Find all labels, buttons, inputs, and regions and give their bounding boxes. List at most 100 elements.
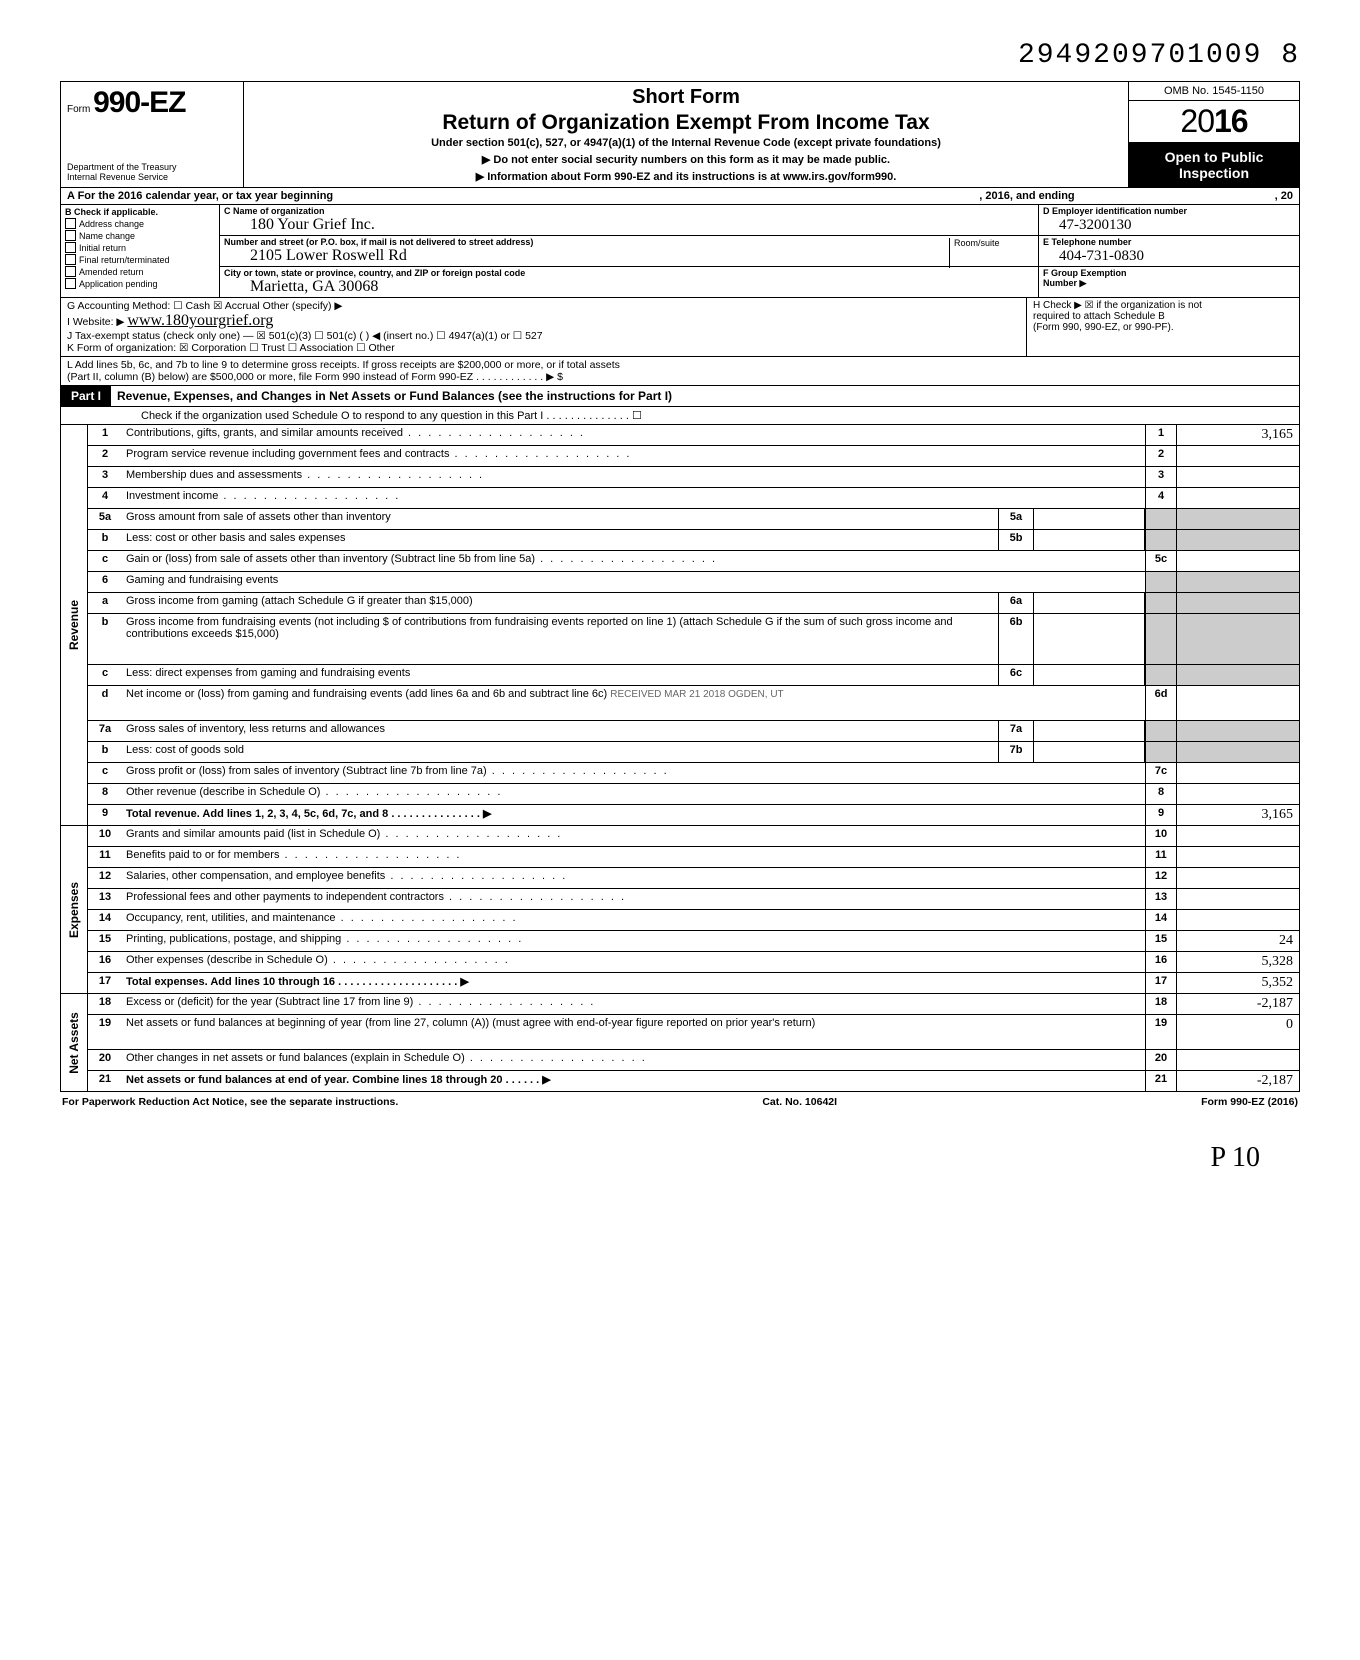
line-7b: bLess: cost of goods sold7b [88, 742, 1299, 763]
ln14-num: 14 [88, 910, 122, 930]
phone-value: 404-731-0830 [1059, 248, 1144, 265]
cb-amended[interactable]: Amended return [65, 266, 215, 277]
row-l-2: (Part II, column (B) below) are $500,000… [67, 371, 1293, 383]
form-prefix: Form [67, 104, 90, 115]
ein-value: 47-3200130 [1059, 217, 1132, 234]
website-value: www.180yourgrief.org [127, 312, 273, 329]
group-exemption-row: F Group Exemption Number ▶ [1039, 267, 1299, 297]
ln5b-desc: Less: cost or other basis and sales expe… [122, 530, 998, 550]
col-def: D Employer identification number 47-3200… [1038, 205, 1299, 297]
ln5a-sb: 5a [998, 509, 1034, 529]
ln8-val [1176, 784, 1299, 804]
return-title: Return of Organization Exempt From Incom… [250, 111, 1122, 135]
under-section: Under section 501(c), 527, or 4947(a)(1)… [250, 137, 1122, 149]
ln18-box: 18 [1145, 994, 1176, 1014]
ln6b-val [1176, 614, 1299, 664]
line-6a: aGross income from gaming (attach Schedu… [88, 593, 1299, 614]
ln3-desc: Membership dues and assessments [122, 467, 1145, 487]
ln6d-num: d [88, 686, 122, 720]
cb-address-label: Address change [79, 219, 144, 229]
org-city-row: City or town, state or province, country… [220, 267, 1038, 297]
ln7c-val [1176, 763, 1299, 783]
ln7a-sv [1034, 721, 1145, 741]
ln19-val: 0 [1176, 1015, 1299, 1049]
ln20-desc: Other changes in net assets or fund bala… [122, 1050, 1145, 1070]
org-addr-value: 2105 Lower Roswell Rd [250, 247, 407, 265]
cb-address[interactable]: Address change [65, 218, 215, 229]
form-number: 990-EZ [93, 86, 185, 119]
line-11: 11Benefits paid to or for members11 [88, 847, 1299, 868]
ln11-num: 11 [88, 847, 122, 867]
line-6d: dNet income or (loss) from gaming and fu… [88, 686, 1299, 721]
cb-initial[interactable]: Initial return [65, 242, 215, 253]
org-city-value: Marietta, GA 30068 [250, 278, 378, 296]
row-a-left: A For the 2016 calendar year, or tax yea… [67, 190, 333, 202]
ln5b-sb: 5b [998, 530, 1034, 550]
org-name-row: C Name of organization 180 Your Grief In… [220, 205, 1038, 236]
ln1-box: 1 [1145, 425, 1176, 445]
row-a: A For the 2016 calendar year, or tax yea… [60, 188, 1300, 205]
line-2: 2Program service revenue including gover… [88, 446, 1299, 467]
phone-row: E Telephone number 404-731-0830 [1039, 236, 1299, 267]
year-bold: 16 [1214, 103, 1248, 139]
row-l: L Add lines 5b, 6c, and 7b to line 9 to … [60, 357, 1300, 386]
part1-header: Part I Revenue, Expenses, and Changes in… [60, 386, 1300, 407]
ln6a-sb: 6a [998, 593, 1034, 613]
ln14-val [1176, 910, 1299, 930]
ln19-box: 19 [1145, 1015, 1176, 1049]
ln7a-num: 7a [88, 721, 122, 741]
header-left: Form 990-EZ Department of the Treasury I… [61, 82, 244, 187]
ln6c-sb: 6c [998, 665, 1034, 685]
expenses-label-text: Expenses [67, 881, 81, 937]
line-1: 1Contributions, gifts, grants, and simil… [88, 425, 1299, 446]
cb-final[interactable]: Final return/terminated [65, 254, 215, 265]
line-19: 19Net assets or fund balances at beginni… [88, 1015, 1299, 1050]
netassets-side-label: Net Assets [61, 994, 88, 1091]
ln1-num: 1 [88, 425, 122, 445]
ln10-box: 10 [1145, 826, 1176, 846]
ln20-box: 20 [1145, 1050, 1176, 1070]
cb-name[interactable]: Name change [65, 230, 215, 241]
footer-right: Form 990-EZ (2016) [1201, 1096, 1298, 1108]
line-18: 18Excess or (deficit) for the year (Subt… [88, 994, 1299, 1015]
dept-line2: Internal Revenue Service [67, 173, 237, 183]
ln6c-val [1176, 665, 1299, 685]
ln7a-sb: 7a [998, 721, 1034, 741]
ln2-val [1176, 446, 1299, 466]
ln4-box: 4 [1145, 488, 1176, 508]
received-stamp: RECEIVED MAR 21 2018 OGDEN, UT [610, 689, 783, 700]
row-h-3: (Form 990, 990-EZ, or 990-PF). [1033, 322, 1293, 333]
ln3-box: 3 [1145, 467, 1176, 487]
ln15-num: 15 [88, 931, 122, 951]
ln6a-sv [1034, 593, 1145, 613]
row-g-i: G Accounting Method: ☐ Cash ☒ Accrual Ot… [60, 298, 1300, 357]
ln7a-desc: Gross sales of inventory, less returns a… [122, 721, 998, 741]
revenue-section: Revenue 1Contributions, gifts, grants, a… [60, 425, 1300, 826]
line-7c: cGross profit or (loss) from sales of in… [88, 763, 1299, 784]
ln6-val [1176, 572, 1299, 592]
org-name-label: C Name of organization [224, 206, 1034, 216]
ln10-num: 10 [88, 826, 122, 846]
ln13-val [1176, 889, 1299, 909]
ln13-desc: Professional fees and other payments to … [122, 889, 1145, 909]
arrow-line-1: ▶ Do not enter social security numbers o… [250, 153, 1122, 166]
ln7b-box [1145, 742, 1176, 762]
line-6b: bGross income from fundraising events (n… [88, 614, 1299, 665]
ln7b-sb: 7b [998, 742, 1034, 762]
ln12-box: 12 [1145, 868, 1176, 888]
cb-pending[interactable]: Application pending [65, 278, 215, 289]
ln8-box: 8 [1145, 784, 1176, 804]
ln6c-box [1145, 665, 1176, 685]
ln7b-num: b [88, 742, 122, 762]
group-exemption-label: F Group Exemption [1043, 268, 1295, 278]
ln3-val [1176, 467, 1299, 487]
ln15-val: 24 [1176, 931, 1299, 951]
line-6c: cLess: direct expenses from gaming and f… [88, 665, 1299, 686]
netassets-label-text: Net Assets [67, 1012, 81, 1074]
ln5c-box: 5c [1145, 551, 1176, 571]
ln6a-box [1145, 593, 1176, 613]
ln20-num: 20 [88, 1050, 122, 1070]
line-12: 12Salaries, other compensation, and empl… [88, 868, 1299, 889]
ln17-box: 17 [1145, 973, 1176, 993]
open-line1: Open to Public [1129, 149, 1299, 165]
